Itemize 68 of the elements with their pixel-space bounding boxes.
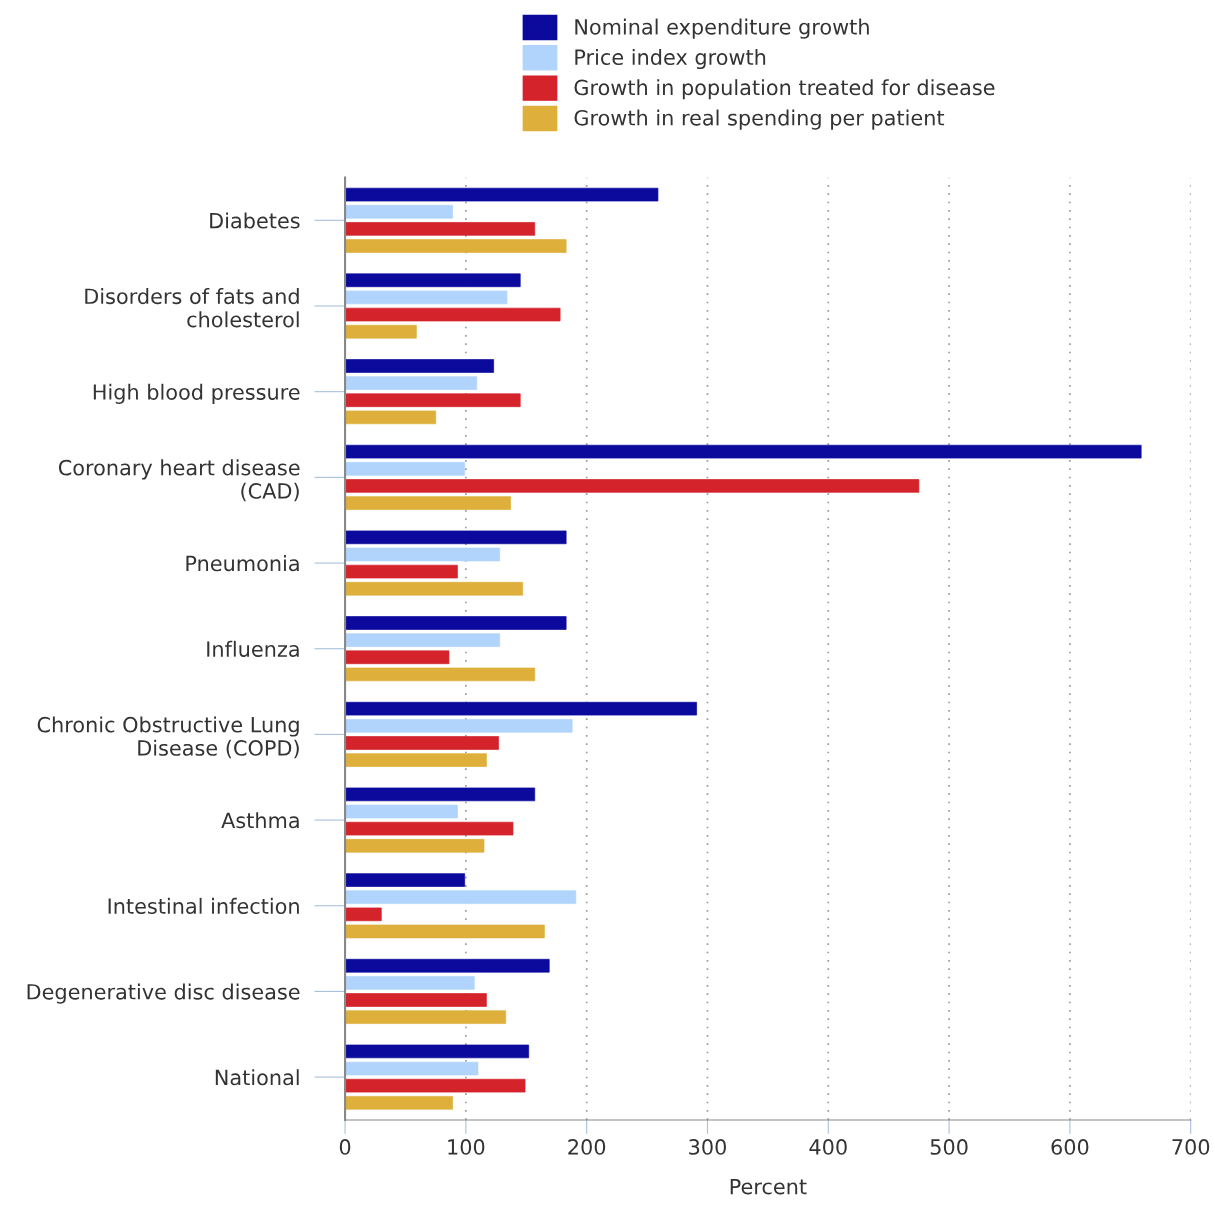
bar	[345, 1078, 526, 1093]
x-tick-label: 600	[1051, 1139, 1089, 1155]
bar	[345, 804, 458, 819]
legend-label: Price index growth	[575, 48, 766, 70]
bar	[345, 204, 453, 219]
bar	[345, 993, 487, 1007]
legend-label: Growth in population treated for disease	[574, 79, 995, 100]
bar	[345, 1061, 479, 1076]
y-tick-label: Intestinal infection	[108, 897, 299, 914]
bar	[345, 839, 485, 853]
bar	[345, 359, 494, 373]
y-tick-label: Degenerative disc disease	[27, 983, 300, 1004]
y-tick-label: High blood pressure	[93, 383, 300, 404]
bar	[345, 462, 466, 476]
bar	[345, 873, 466, 887]
bar	[345, 1044, 530, 1059]
bar	[345, 547, 501, 562]
bar	[345, 787, 536, 802]
x-tick-label: 300	[689, 1139, 726, 1155]
bar	[345, 753, 487, 767]
bar	[345, 736, 499, 750]
bar	[345, 633, 501, 647]
bar	[345, 222, 536, 236]
bar	[345, 719, 573, 733]
bar	[345, 307, 561, 322]
y-tick-label: Disorders of fats and cholesterol	[85, 288, 299, 328]
bar	[345, 924, 545, 939]
bar	[345, 907, 382, 922]
y-tick-label: Diabetes	[210, 212, 300, 229]
bar	[345, 1096, 453, 1110]
x-tick-label: 700	[1172, 1139, 1210, 1155]
y-tick-label: Coronary heart disease (CAD)	[58, 459, 300, 502]
bar	[345, 496, 511, 510]
legend-label: Nominal expenditure growth	[575, 18, 869, 39]
bar	[345, 650, 450, 665]
bar	[345, 324, 417, 339]
bar	[345, 890, 577, 904]
bar	[345, 701, 697, 716]
bar	[345, 1010, 507, 1024]
x-tick-label: 500	[930, 1139, 968, 1155]
x-tick-label: 400	[809, 1139, 847, 1155]
x-tick-label: 100	[448, 1139, 485, 1155]
x-axis-title: Percent	[730, 1178, 807, 1195]
bar	[345, 444, 1142, 459]
bar	[345, 479, 920, 493]
x-tick-label: 0	[339, 1139, 351, 1155]
bar	[345, 958, 550, 973]
bar	[345, 393, 521, 408]
bar	[345, 410, 437, 425]
bar	[345, 187, 659, 202]
bar	[345, 581, 523, 596]
y-tick-label: National	[215, 1069, 299, 1086]
y-tick-label: Chronic Obstructive Lung Disease (COPD)	[37, 716, 299, 759]
bar	[345, 530, 567, 545]
bar	[345, 616, 567, 630]
bar	[345, 290, 508, 305]
bar	[345, 239, 567, 253]
bar	[345, 821, 514, 836]
bar	[345, 667, 536, 682]
bar	[345, 976, 475, 990]
bar	[345, 564, 458, 579]
legend-label: Growth in real spending per patient	[574, 109, 945, 130]
y-tick-label: Asthma	[221, 812, 299, 829]
x-tick-label: 200	[568, 1139, 606, 1155]
bar	[345, 376, 478, 390]
y-tick-label: Influenza	[207, 640, 299, 657]
bar	[345, 273, 521, 288]
y-tick-label: Pneumonia	[186, 555, 299, 572]
